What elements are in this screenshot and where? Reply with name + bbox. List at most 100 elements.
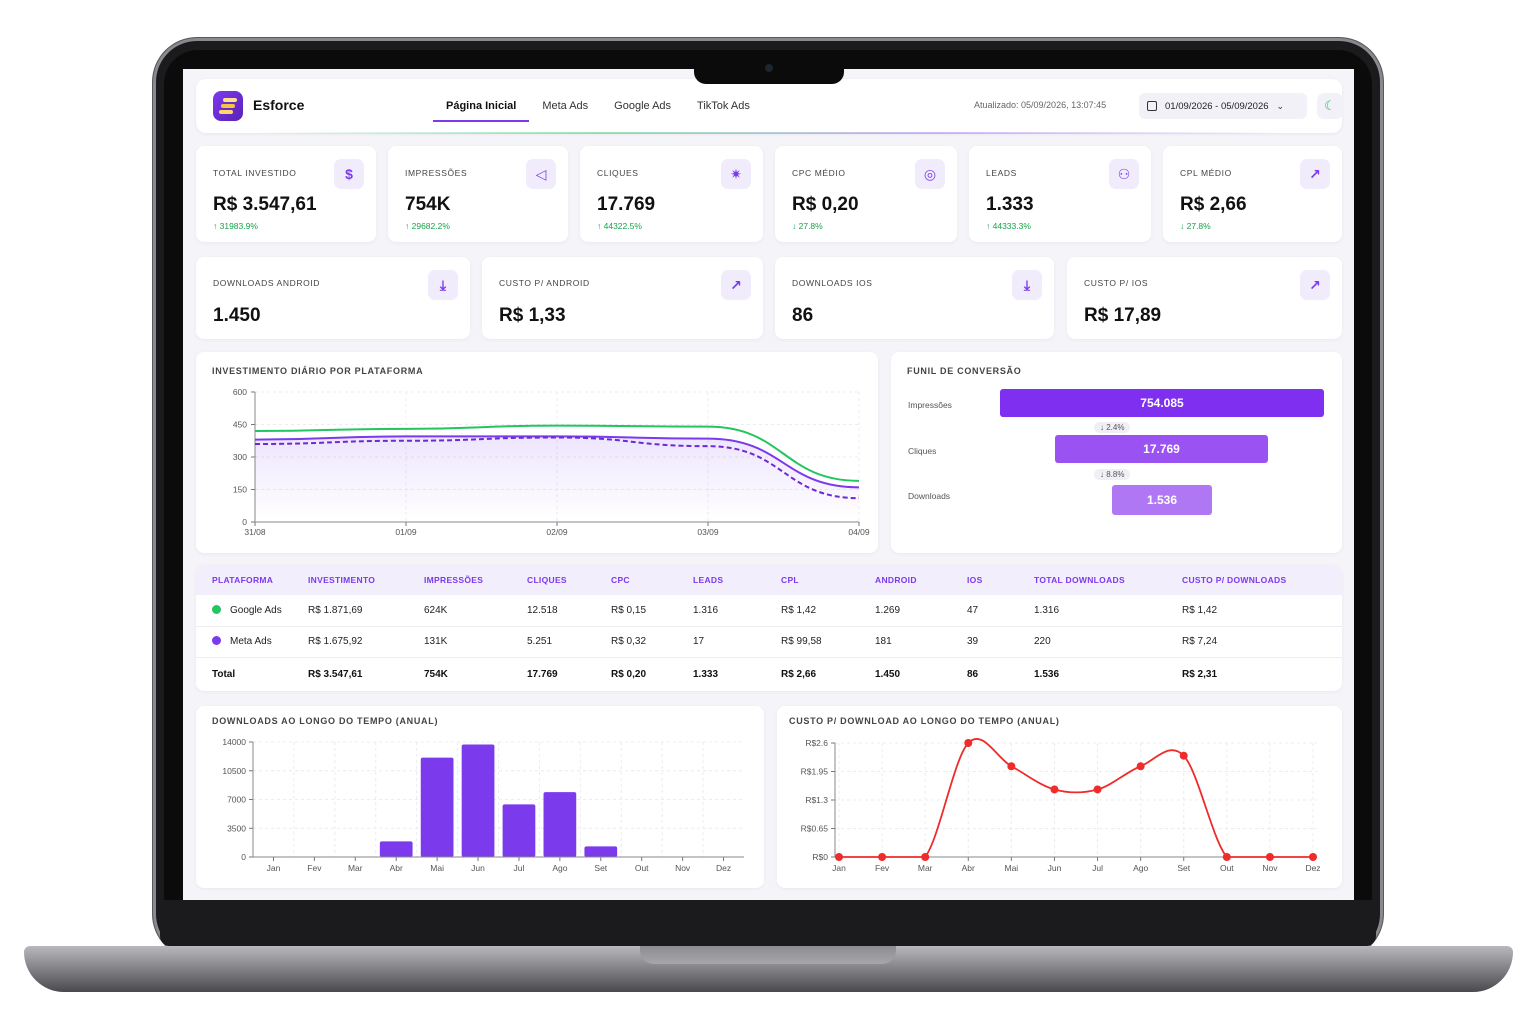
table-header-cell[interactable]: TOTAL DOWNLOADS <box>1034 575 1125 585</box>
kpi-card-secondary: DOWNLOADS IOS 86 ⤓ <box>775 257 1054 339</box>
table-header-cell[interactable]: IOS <box>967 575 983 585</box>
table-cell: R$ 1.675,92 <box>308 626 424 658</box>
table-cell: R$ 7,24 <box>1182 626 1342 658</box>
date-range-picker[interactable]: 01/09/2026 - 05/09/2026 ⌄ <box>1139 93 1307 119</box>
total-cell: Total <box>212 668 236 680</box>
x-tick-label: Jun <box>1048 863 1062 873</box>
table-total-row: Total R$ 3.547,61 754K 17.769 R$ 0,20 1.333 R$… <box>196 657 1342 691</box>
x-tick-label: 01/09 <box>395 527 417 537</box>
laptop-chin <box>160 900 1376 946</box>
camera-icon <box>765 64 773 72</box>
data-point <box>1265 853 1274 861</box>
data-point <box>835 853 843 861</box>
y-tick-label: 600 <box>233 387 247 397</box>
brand-logo-icon[interactable] <box>213 91 243 121</box>
kpi-value: R$ 2,66 <box>1180 194 1247 215</box>
series-area <box>255 436 859 522</box>
daily-investment-chart: 0 150 300 450 600 31/08 01/09 02/09 03/09 04/09 <box>233 387 870 537</box>
table-cell: R$ 0,15 <box>611 595 693 627</box>
x-tick-label: 03/09 <box>697 527 719 537</box>
funnel-bar-impressoes[interactable]: 754.085 <box>1000 389 1324 417</box>
tab-tiktok-ads[interactable]: TikTok Ads <box>697 100 750 112</box>
x-tick-label: Dez <box>1305 863 1320 873</box>
total-cell: 17.769 <box>527 668 558 680</box>
data-point <box>1179 751 1188 760</box>
kpi-label: CPC MÉDIO <box>792 168 846 178</box>
table-cell: R$ 1,42 <box>781 595 875 627</box>
kpi-label: CUSTO P/ ANDROID <box>499 278 590 288</box>
date-range-value: 01/09/2026 - 05/09/2026 <box>1165 100 1269 112</box>
table-header-cell[interactable]: CLIQUES <box>527 575 567 585</box>
funnel-drop-1: ↓ 2.4% <box>1094 422 1131 433</box>
x-tick-label: 04/09 <box>848 527 870 537</box>
y-tick-label: R$0.65 <box>801 824 829 834</box>
data-point <box>1222 853 1231 861</box>
cost-line-chart: R$0 R$0.65 R$1.3 R$1.95 R$2.6 Jan Fev Mar Abr Mai… <box>801 738 1321 873</box>
table-row[interactable]: Google Ads R$ 1.871,69 624K 12.518 R$ 0,15 1.… <box>196 595 1342 627</box>
table-row[interactable]: Meta Ads R$ 1.675,92 131K 5.251 R$ 0,32 17 R$ … <box>196 626 1342 658</box>
series-line <box>254 435 860 489</box>
table-cell: 12.518 <box>527 595 611 627</box>
y-tick-label: R$1.3 <box>805 795 828 805</box>
table-cell: 624K <box>424 595 527 627</box>
table-header-cell[interactable]: ANDROID <box>875 575 917 585</box>
series-line <box>254 424 860 482</box>
daily-investment-card: INVESTIMENTO DIÁRIO POR PLATAFORMA 0 150 3… <box>196 352 878 553</box>
downloads-chart-title: DOWNLOADS AO LONGO DO TEMPO (ANUAL) <box>212 716 439 726</box>
megaphone-icon: ◁ <box>526 159 556 189</box>
platform-table: PLATAFORMA INVESTIMENTO IMPRESSÕES CLIQUES C… <box>196 565 1342 691</box>
total-cell: R$ 2,66 <box>781 668 817 680</box>
table-cell: R$ 99,58 <box>781 626 875 658</box>
data-point <box>921 853 930 861</box>
platform-table-card: PLATAFORMA INVESTIMENTO IMPRESSÕES CLIQUES C… <box>196 565 1342 691</box>
x-tick-label: Jun <box>471 863 485 873</box>
kpi-delta: ↑ 29682.2% <box>405 221 450 231</box>
target-icon: ◎ <box>915 159 945 189</box>
y-tick-label: R$1.95 <box>801 767 829 777</box>
last-updated-text: Atualizado: 05/09/2026, 13:07:45 <box>974 100 1107 110</box>
x-tick-label: Jan <box>267 863 281 873</box>
y-tick-label: 10500 <box>222 766 246 776</box>
table-header-cell[interactable]: CUSTO P/ DOWNLOADS <box>1182 575 1287 585</box>
table-header-cell[interactable]: PLATAFORMA <box>212 575 274 585</box>
x-tick-label: Nov <box>1262 863 1278 873</box>
table-cell: 1.269 <box>875 595 967 627</box>
table-header-cell[interactable]: LEADS <box>693 575 724 585</box>
funnel-bar-cliques[interactable]: 17.769 <box>1055 435 1268 463</box>
theme-toggle-moon-icon[interactable]: ☾ <box>1317 93 1343 119</box>
table-header-cell[interactable]: INVESTIMENTO <box>308 575 376 585</box>
table-cell: 181 <box>875 626 967 658</box>
table-cell: R$ 0,32 <box>611 626 693 658</box>
x-tick-label: Ago <box>1133 863 1148 873</box>
kpi-card: IMPRESSÕES 754K ↑ 29682.2% ◁ <box>388 146 568 242</box>
tab-meta-ads[interactable]: Meta Ads <box>542 100 589 112</box>
pointer-click-icon: ✷ <box>721 159 751 189</box>
dashboard-screen: Esforce Página Inicial Meta Ads Google A… <box>183 69 1354 900</box>
x-tick-label: Mai <box>430 863 444 873</box>
platform-color-dot <box>212 604 221 614</box>
x-tick-label: Fev <box>307 863 322 873</box>
total-cell: R$ 3.547,61 <box>308 668 363 680</box>
table-cell: 220 <box>1034 626 1182 658</box>
tab-pagina-inicial[interactable]: Página Inicial <box>433 79 530 133</box>
x-tick-label: Out <box>635 863 649 873</box>
data-point <box>1309 853 1317 861</box>
kpi-card: LEADS 1.333 ↑ 44333.3% ⚇ <box>969 146 1151 242</box>
funnel-label-cliques: Cliques <box>908 446 937 456</box>
funnel-bar-downloads[interactable]: 1.536 <box>1112 485 1212 515</box>
y-tick-label: 7000 <box>227 795 246 805</box>
x-tick-label: Set <box>1177 863 1190 873</box>
kpi-label: DOWNLOADS IOS <box>792 278 873 288</box>
funnel-label-downloads: Downloads <box>908 491 951 501</box>
table-cell: 1.316 <box>1034 595 1182 627</box>
y-tick-label: 300 <box>233 452 247 462</box>
platform-cell: Google Ads <box>196 595 308 627</box>
x-tick-label: Jan <box>832 863 846 873</box>
kpi-label: IMPRESSÕES <box>405 168 468 178</box>
table-header-cell[interactable]: IMPRESSÕES <box>424 575 484 585</box>
kpi-card: TOTAL INVESTIDO R$ 3.547,61 ↑ 31983.9% $ <box>196 146 376 242</box>
table-header-cell[interactable]: CPC <box>611 575 630 585</box>
platform-name: Meta Ads <box>230 636 272 647</box>
tab-google-ads[interactable]: Google Ads <box>614 100 672 112</box>
table-header-cell[interactable]: CPL <box>781 575 799 585</box>
